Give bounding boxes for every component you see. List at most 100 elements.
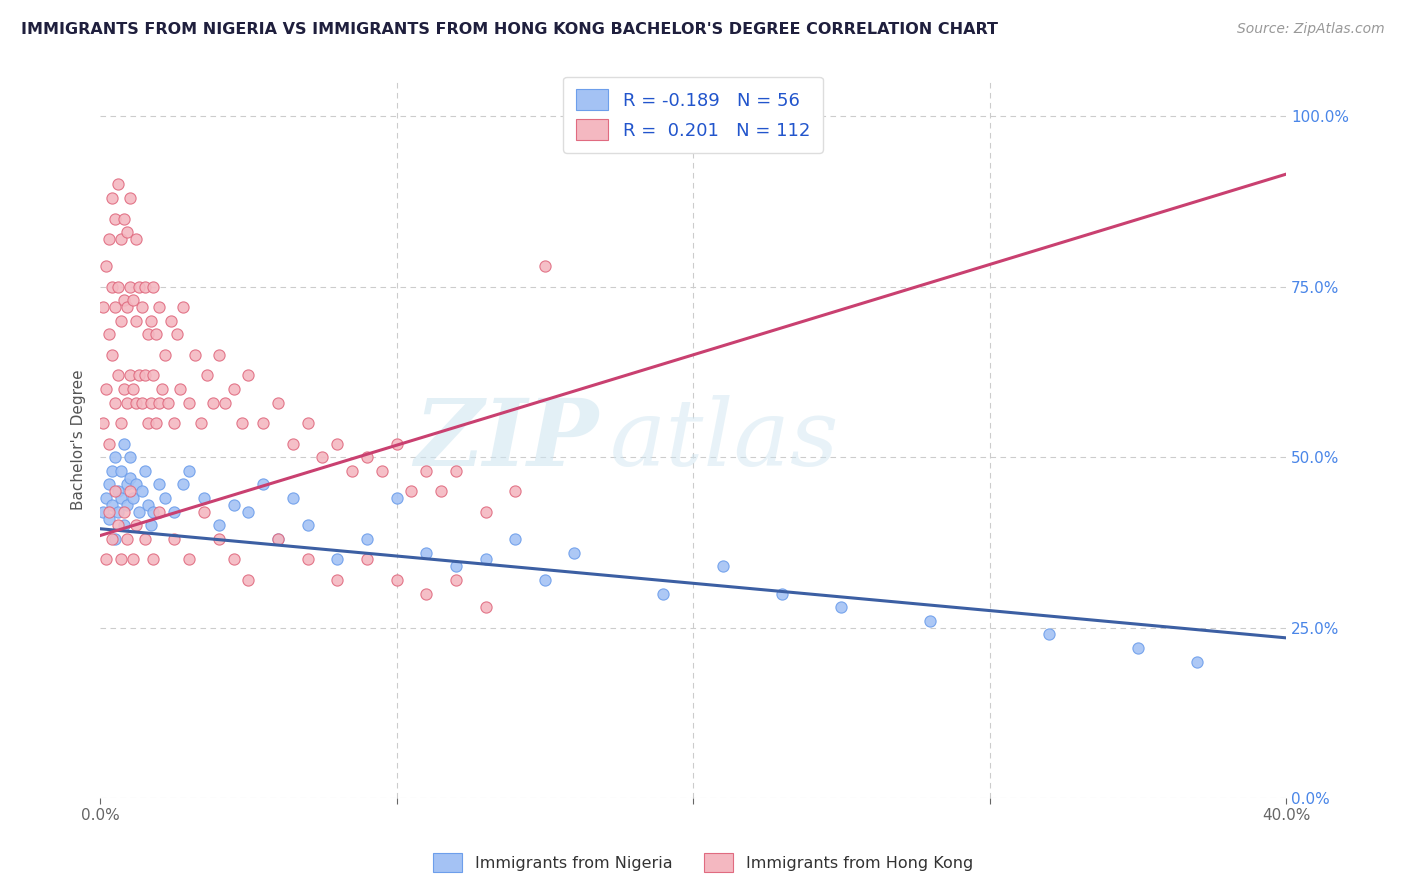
Point <box>136 498 159 512</box>
Point <box>371 464 394 478</box>
Point <box>107 505 129 519</box>
Point <box>128 279 150 293</box>
Point <box>444 464 467 478</box>
Point <box>564 546 586 560</box>
Point <box>193 491 215 505</box>
Point <box>94 259 117 273</box>
Point <box>326 436 349 450</box>
Point <box>155 348 177 362</box>
Point <box>107 518 129 533</box>
Point <box>166 327 188 342</box>
Point <box>101 498 124 512</box>
Point <box>136 416 159 430</box>
Point <box>297 416 319 430</box>
Point <box>297 518 319 533</box>
Point <box>121 382 143 396</box>
Point <box>163 505 186 519</box>
Point <box>110 552 132 566</box>
Point <box>415 464 437 478</box>
Point <box>444 573 467 587</box>
Point <box>385 491 408 505</box>
Point <box>98 327 121 342</box>
Point <box>136 327 159 342</box>
Point <box>177 464 200 478</box>
Point <box>1126 641 1149 656</box>
Point <box>169 382 191 396</box>
Point <box>430 484 453 499</box>
Point <box>503 484 526 499</box>
Point <box>118 279 141 293</box>
Point <box>326 573 349 587</box>
Point <box>101 532 124 546</box>
Point <box>172 300 194 314</box>
Point <box>98 511 121 525</box>
Point <box>222 552 245 566</box>
Point <box>112 518 135 533</box>
Point <box>112 382 135 396</box>
Point <box>385 573 408 587</box>
Point <box>142 505 165 519</box>
Point <box>139 395 162 409</box>
Point <box>101 191 124 205</box>
Point <box>157 395 180 409</box>
Point <box>356 450 378 465</box>
Point <box>177 395 200 409</box>
Point <box>104 211 127 226</box>
Point <box>252 416 274 430</box>
Point <box>195 368 218 383</box>
Point <box>222 498 245 512</box>
Point <box>184 348 207 362</box>
Point <box>121 293 143 308</box>
Point <box>297 552 319 566</box>
Point <box>444 559 467 574</box>
Point <box>474 552 496 566</box>
Point <box>193 505 215 519</box>
Point <box>94 552 117 566</box>
Point <box>121 552 143 566</box>
Point <box>107 368 129 383</box>
Point <box>148 300 170 314</box>
Point <box>91 505 114 519</box>
Point <box>208 518 231 533</box>
Point <box>118 368 141 383</box>
Point <box>252 477 274 491</box>
Point <box>107 484 129 499</box>
Legend: R = -0.189   N = 56, R =  0.201   N = 112: R = -0.189 N = 56, R = 0.201 N = 112 <box>564 77 823 153</box>
Point <box>533 259 555 273</box>
Point <box>145 416 167 430</box>
Point <box>134 279 156 293</box>
Point <box>112 505 135 519</box>
Point <box>91 300 114 314</box>
Point <box>104 450 127 465</box>
Point <box>163 416 186 430</box>
Point <box>238 505 260 519</box>
Point <box>125 477 148 491</box>
Text: IMMIGRANTS FROM NIGERIA VS IMMIGRANTS FROM HONG KONG BACHELOR'S DEGREE CORRELATI: IMMIGRANTS FROM NIGERIA VS IMMIGRANTS FR… <box>21 22 998 37</box>
Point <box>238 573 260 587</box>
Point <box>128 368 150 383</box>
Point <box>356 532 378 546</box>
Point <box>415 546 437 560</box>
Point <box>1185 655 1208 669</box>
Text: Source: ZipAtlas.com: Source: ZipAtlas.com <box>1237 22 1385 37</box>
Point <box>267 532 290 546</box>
Point <box>142 552 165 566</box>
Point <box>267 395 290 409</box>
Point <box>118 484 141 499</box>
Point <box>281 491 304 505</box>
Point <box>115 498 138 512</box>
Point <box>142 279 165 293</box>
Point <box>231 416 253 430</box>
Point <box>201 395 224 409</box>
Point <box>101 464 124 478</box>
Point <box>112 211 135 226</box>
Point <box>134 464 156 478</box>
Point <box>134 368 156 383</box>
Point <box>208 348 231 362</box>
Point <box>101 348 124 362</box>
Legend: Immigrants from Nigeria, Immigrants from Hong Kong: Immigrants from Nigeria, Immigrants from… <box>425 845 981 880</box>
Point <box>110 416 132 430</box>
Point <box>830 600 852 615</box>
Point <box>94 491 117 505</box>
Point <box>474 505 496 519</box>
